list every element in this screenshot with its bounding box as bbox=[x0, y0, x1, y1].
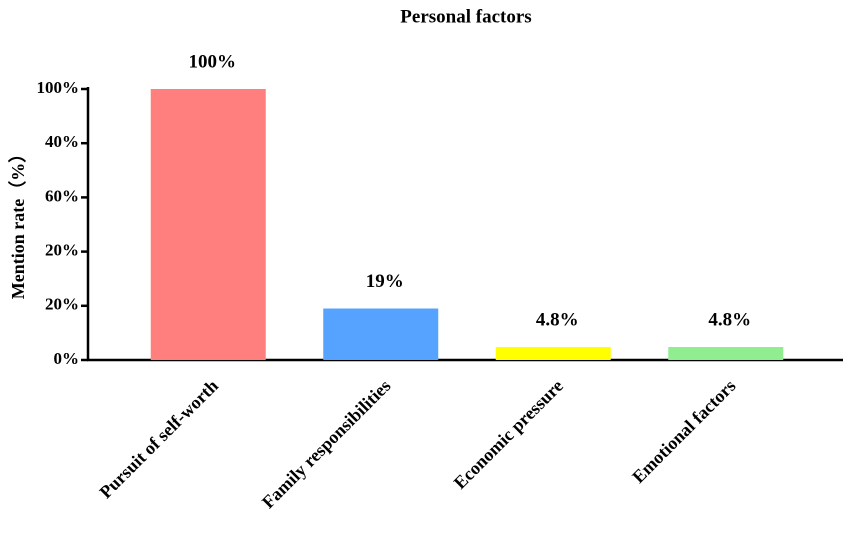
x-tick-label: Emotional factors bbox=[628, 376, 739, 487]
x-tick-label: Economic pressure bbox=[450, 376, 567, 493]
value-label: 19% bbox=[366, 271, 404, 292]
bar bbox=[323, 308, 439, 360]
value-label: 4.8% bbox=[536, 309, 579, 330]
y-tick-label: 0% bbox=[54, 349, 80, 368]
x-tick-label: Family responsibilities bbox=[258, 376, 395, 513]
value-label: 100% bbox=[189, 51, 237, 72]
value-label: 4.8% bbox=[708, 309, 751, 330]
y-tick-label: 20% bbox=[45, 241, 79, 260]
bar bbox=[668, 346, 784, 360]
y-tick-label: 60% bbox=[45, 186, 79, 205]
y-tick-label: 100% bbox=[37, 78, 80, 97]
bar bbox=[150, 89, 266, 360]
y-tick-label: 40% bbox=[45, 132, 79, 151]
y-tick-label: 20% bbox=[45, 295, 79, 314]
bar bbox=[495, 346, 611, 360]
y-axis-label: Mention rate（%） bbox=[8, 145, 28, 299]
x-tick-label: Pursuit of self-worth bbox=[95, 376, 222, 503]
chart-title: Personal factors bbox=[400, 6, 531, 27]
